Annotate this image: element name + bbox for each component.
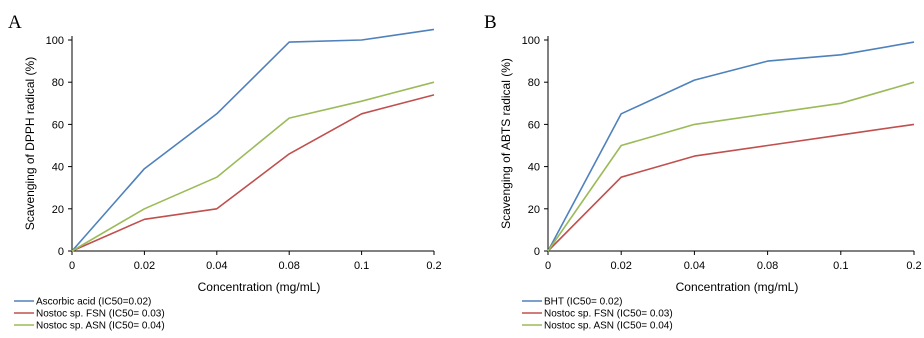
y-tick-label: 100 (522, 35, 540, 47)
legend-label-3: Nostoc sp. ASN (IC50= 0.04) (544, 321, 673, 332)
x-tick-label: 0.02 (610, 260, 631, 272)
x-tick-label: 0.1 (354, 260, 369, 272)
y-axis-title: Scavenging of ABTS radical (%) (499, 58, 513, 229)
x-tick-label: 0.2 (426, 260, 441, 272)
x-tick-label: 0.04 (206, 260, 227, 272)
series-line-1 (71, 28, 435, 252)
x-axis-title: Concentration (mg/mL) (676, 280, 799, 294)
x-tick-label: 0.2 (906, 260, 921, 272)
legend-label-2: Nostoc sp. FSN (IC50= 0.03) (36, 309, 165, 320)
series-line-2 (547, 123, 915, 252)
y-tick-label: 40 (528, 162, 540, 174)
x-tick-label: 0.08 (757, 260, 778, 272)
legend-label-2: Nostoc sp. FSN (IC50= 0.03) (544, 309, 673, 320)
chart-panel-b: B 0 20 40 60 80 100 0 0.02 0.04 0.08 0.1 0.2 Concentr… (484, 12, 922, 332)
y-tick-label: 20 (528, 204, 540, 216)
legend-label-1: BHT (IC50= 0.02) (544, 297, 622, 308)
series-line-2 (71, 94, 435, 252)
series-line-3 (547, 81, 915, 252)
series-line-3 (71, 81, 435, 252)
legend-label-1: Ascorbic acid (IC50=0.02) (36, 297, 151, 308)
x-axis-title: Concentration (mg/mL) (198, 280, 321, 294)
y-tick-label: 20 (52, 204, 64, 216)
x-tick-label: 0.1 (833, 260, 848, 272)
y-tick-label: 80 (528, 77, 540, 89)
y-tick-label: 0 (534, 246, 540, 258)
x-tick-label: 0 (69, 260, 75, 272)
y-tick-label: 40 (52, 162, 64, 174)
x-tick-label: 0.08 (278, 260, 299, 272)
y-axis-title: Scavenging of DPPH radical (%) (23, 57, 37, 230)
y-tick-label: 0 (58, 246, 64, 258)
y-tick-label: 60 (52, 119, 64, 131)
x-tick-label: 0 (545, 260, 551, 272)
panel-letter: A (8, 12, 22, 33)
y-tick-label: 80 (52, 77, 64, 89)
x-tick-label: 0.04 (684, 260, 705, 272)
legend-label-3: Nostoc sp. ASN (IC50= 0.04) (36, 321, 165, 332)
y-tick-label: 100 (46, 35, 64, 47)
panel-letter: B (484, 12, 497, 33)
x-tick-label: 0.02 (134, 260, 155, 272)
series-line-1 (547, 41, 915, 252)
chart-panel-a: A 0 20 40 60 80 100 0 0.02 0.04 0.08 0.1 0.2 Concentr… (8, 12, 442, 332)
y-tick-label: 60 (528, 119, 540, 131)
